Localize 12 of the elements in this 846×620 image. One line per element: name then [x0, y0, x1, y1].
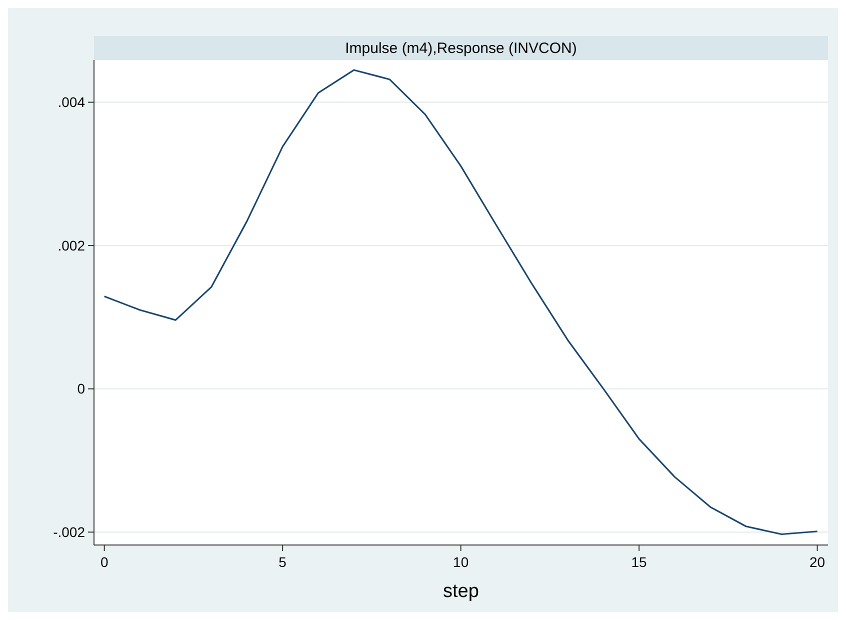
x-tick-label: 0: [100, 554, 108, 570]
x-axis-title: step: [443, 581, 479, 602]
y-tick-label: .002: [58, 237, 86, 254]
x-tick-label: 5: [278, 554, 287, 570]
x-tick-label: 15: [631, 554, 648, 570]
line-series: [104, 69, 818, 536]
y-tick-label: .004: [58, 94, 86, 110]
y-tick-label: 0: [77, 380, 86, 397]
x-tick-label: 20: [810, 554, 826, 570]
x-tick-label: 10: [453, 554, 469, 570]
chart-title: Impulse (m4),Response (INVCON): [345, 40, 577, 57]
y-tick-label: -.002: [53, 524, 86, 540]
